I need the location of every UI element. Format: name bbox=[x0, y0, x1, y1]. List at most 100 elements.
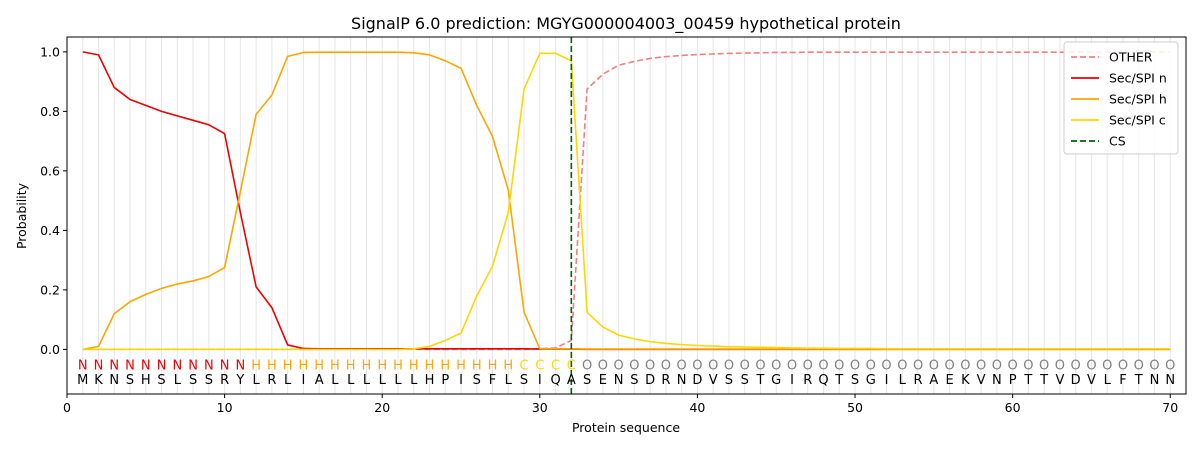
legend-entry: Sec/SPI n bbox=[1109, 71, 1167, 86]
region-label: O bbox=[866, 358, 876, 373]
residue-label: H bbox=[141, 373, 151, 388]
residue-label: S bbox=[741, 373, 749, 388]
region-label: N bbox=[204, 358, 214, 373]
series-lines bbox=[82, 51, 1171, 351]
residue-label: V bbox=[709, 373, 718, 388]
axis-ticks: 0 10 20 30 40 50 60 70 0.0 0.2 0.4 0.6 0.8 1.0 bbox=[40, 44, 1178, 415]
residue-label: Y bbox=[235, 373, 244, 388]
region-label: H bbox=[503, 358, 513, 373]
region-label: H bbox=[251, 358, 261, 373]
region-label: O bbox=[1149, 358, 1159, 373]
region-label: O bbox=[740, 358, 750, 373]
residue-label: T bbox=[1023, 373, 1032, 388]
region-label: O bbox=[787, 358, 797, 373]
region-label: N bbox=[94, 358, 104, 373]
residue-label: R bbox=[803, 373, 812, 388]
legend-entry: CS bbox=[1109, 134, 1126, 149]
sequence-annotations: NMNKNNNSNHNSNLNSNSNRNYHLHRHLHIHAHLHLHLHL… bbox=[77, 358, 1175, 388]
region-label: O bbox=[929, 358, 939, 373]
residue-label: I bbox=[790, 373, 794, 388]
region-label: O bbox=[614, 358, 624, 373]
legend-entry: OTHER bbox=[1109, 50, 1153, 65]
residue-label: T bbox=[1039, 373, 1048, 388]
residue-label: S bbox=[189, 373, 197, 388]
residue-label: V bbox=[977, 373, 986, 388]
residue-label: R bbox=[267, 373, 276, 388]
region-label: N bbox=[157, 358, 167, 373]
grid-lines bbox=[82, 37, 1171, 394]
region-label: O bbox=[708, 358, 718, 373]
legend: OTHER Sec/SPI n Sec/SPI h Sec/SPI c CS bbox=[1063, 41, 1179, 155]
region-label: O bbox=[1086, 358, 1096, 373]
region-label: N bbox=[235, 358, 245, 373]
region-label: N bbox=[172, 358, 182, 373]
residue-label: G bbox=[866, 373, 876, 388]
residue-label: K bbox=[94, 373, 103, 388]
x-tick-label: 30 bbox=[532, 400, 548, 415]
region-label: H bbox=[393, 358, 403, 373]
region-label: H bbox=[456, 358, 466, 373]
residue-label: N bbox=[1165, 373, 1175, 388]
region-label: O bbox=[960, 358, 970, 373]
series-line-sec-spi-h bbox=[82, 51, 1171, 351]
residue-label: N bbox=[614, 373, 624, 388]
legend-box bbox=[1063, 41, 1179, 155]
residue-label: V bbox=[1087, 373, 1096, 388]
region-label: H bbox=[409, 358, 419, 373]
residue-label: T bbox=[834, 373, 843, 388]
residue-label: F bbox=[1119, 373, 1126, 388]
region-label: O bbox=[834, 358, 844, 373]
region-label: H bbox=[362, 358, 372, 373]
region-label: H bbox=[267, 358, 277, 373]
y-tick-label: 0.4 bbox=[40, 223, 60, 238]
y-tick-label: 0.0 bbox=[40, 342, 60, 357]
residue-label: R bbox=[661, 373, 670, 388]
y-tick-label: 0.6 bbox=[40, 163, 60, 178]
region-label: C bbox=[520, 358, 529, 373]
region-label: H bbox=[299, 358, 309, 373]
residue-label: L bbox=[331, 373, 339, 388]
x-axis-label: Protein sequence bbox=[572, 420, 680, 435]
region-label: O bbox=[677, 358, 687, 373]
region-label: H bbox=[440, 358, 450, 373]
y-tick-label: 1.0 bbox=[40, 44, 60, 59]
x-tick-label: 60 bbox=[1005, 400, 1021, 415]
residue-label: L bbox=[253, 373, 261, 388]
residue-label: T bbox=[1134, 373, 1143, 388]
region-label: O bbox=[1071, 358, 1081, 373]
residue-label: R bbox=[220, 373, 229, 388]
residue-label: E bbox=[945, 373, 953, 388]
region-label: O bbox=[992, 358, 1002, 373]
residue-label: I bbox=[301, 373, 305, 388]
region-label: H bbox=[283, 358, 293, 373]
residue-label: H bbox=[425, 373, 435, 388]
region-label: C bbox=[567, 358, 576, 373]
residue-label: P bbox=[1009, 373, 1017, 388]
residue-label: D bbox=[645, 373, 655, 388]
residue-label: K bbox=[961, 373, 970, 388]
residue-label: L bbox=[1104, 373, 1112, 388]
x-tick-label: 20 bbox=[374, 400, 390, 415]
region-label: N bbox=[188, 358, 198, 373]
residue-label: A bbox=[315, 373, 324, 388]
residue-label: S bbox=[851, 373, 859, 388]
region-label: O bbox=[1023, 358, 1033, 373]
region-label: O bbox=[724, 358, 734, 373]
region-label: O bbox=[897, 358, 907, 373]
region-label: H bbox=[314, 358, 324, 373]
residue-label: I bbox=[885, 373, 889, 388]
residue-label: S bbox=[725, 373, 733, 388]
region-label: O bbox=[1118, 358, 1128, 373]
legend-entry: Sec/SPI h bbox=[1109, 92, 1167, 107]
region-label: N bbox=[141, 358, 151, 373]
residue-label: S bbox=[205, 373, 213, 388]
x-tick-label: 50 bbox=[847, 400, 863, 415]
region-label: O bbox=[1055, 358, 1065, 373]
residue-label: N bbox=[109, 373, 119, 388]
residue-label: L bbox=[410, 373, 418, 388]
y-tick-label: 0.8 bbox=[40, 104, 60, 119]
region-label: O bbox=[692, 358, 702, 373]
region-label: N bbox=[109, 358, 119, 373]
legend-entry: Sec/SPI c bbox=[1109, 113, 1166, 128]
